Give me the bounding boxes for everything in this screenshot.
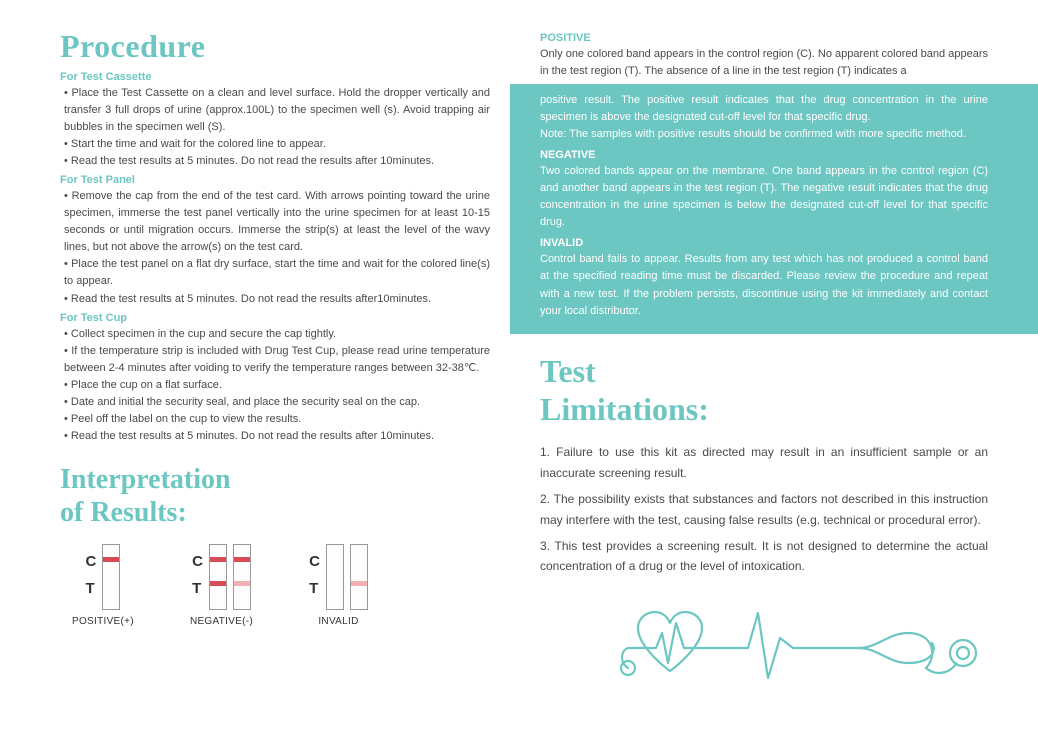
right-column: POSITIVE Only one colored band appears i… <box>510 0 1038 733</box>
pos-caption: POSITIVE(+) <box>72 616 134 627</box>
interp-title-l1: Interpretation <box>60 464 231 495</box>
c-label: C <box>192 553 203 570</box>
c-label: C <box>86 553 97 570</box>
negative-head: NEGATIVE <box>540 149 988 161</box>
band-c-icon <box>210 557 226 562</box>
band-t-icon <box>210 581 226 586</box>
limitations-title: Test Limitations: <box>540 352 988 429</box>
sec2-b2: Place the test panel on a flat dry surfa… <box>60 256 490 290</box>
band-t-faint-icon <box>234 581 250 586</box>
strip-positive-group: C T POSITIVE(+) <box>72 544 134 627</box>
sec3-b4: Date and initial the security seal, and … <box>60 394 490 411</box>
strip-invalid-group: C T INVALID <box>309 544 368 627</box>
sec3-b5: Peel off the label on the cup to view th… <box>60 411 490 428</box>
strip-invalid-2 <box>350 544 368 610</box>
positive-text-1: Only one colored band appears in the con… <box>540 46 988 80</box>
sec3-b6: Read the test results at 5 minutes. Do n… <box>60 428 490 445</box>
t-label: T <box>309 580 320 597</box>
sec3-head: For Test Cup <box>60 312 490 324</box>
left-column: Procedure For Test Cassette Place the Te… <box>0 0 510 733</box>
sec3-b2: If the temperature strip is included wit… <box>60 343 490 377</box>
strip-negative-2 <box>233 544 251 610</box>
sec2-b1: Remove the cap from the end of the test … <box>60 188 490 256</box>
sec2-head: For Test Panel <box>60 174 490 186</box>
sec3-b3: Place the cup on a flat surface. <box>60 377 490 394</box>
invalid-head: INVALID <box>540 237 988 249</box>
sec1-b2: Start the time and wait for the colored … <box>60 136 490 153</box>
neg-caption: NEGATIVE(-) <box>190 616 253 627</box>
lim-3: 3. This test provides a screening result… <box>540 536 988 577</box>
lim-2: 2. The possibility exists that substance… <box>540 489 988 530</box>
interp-title: Interpretation of Results: <box>60 463 490 530</box>
strip-invalid-1 <box>326 544 344 610</box>
procedure-title: Procedure <box>60 28 490 65</box>
band-c-icon <box>234 557 250 562</box>
t-label: T <box>86 580 97 597</box>
c-label: C <box>309 553 320 570</box>
band-c-icon <box>103 557 119 562</box>
positive-head: POSITIVE <box>540 32 988 44</box>
positive-note: Note: The samples with positive results … <box>540 126 988 143</box>
t-label: T <box>192 580 203 597</box>
lim-title-l1: Test <box>540 353 596 389</box>
heart-ekg-stethoscope-icon <box>608 593 988 703</box>
sec1-b1: Place the Test Cassette on a clean and l… <box>60 85 490 136</box>
negative-text: Two colored bands appear on the membrane… <box>540 163 988 231</box>
sec3-b1: Collect specimen in the cup and secure t… <box>60 326 490 343</box>
limitations-list: 1. Failure to use this kit as directed m… <box>540 442 988 576</box>
lim-1: 1. Failure to use this kit as directed m… <box>540 442 988 483</box>
lim-title-l2: Limitations: <box>540 391 709 427</box>
invalid-text: Control band fails to appear. Results fr… <box>540 251 988 319</box>
interp-title-l2: of Results: <box>60 497 187 528</box>
strip-diagram: C T POSITIVE(+) C T <box>72 544 490 627</box>
band-t-faint-icon <box>351 581 367 586</box>
strip-negative-group: C T NEGATIVE(-) <box>190 544 253 627</box>
inv-caption: INVALID <box>318 616 358 627</box>
page: Procedure For Test Cassette Place the Te… <box>0 0 1038 733</box>
sec2-b3: Read the test results at 5 minutes. Do n… <box>60 291 490 308</box>
strip-positive <box>102 544 120 610</box>
positive-text-2: positive result. The positive result ind… <box>540 92 988 126</box>
sec1-head: For Test Cassette <box>60 71 490 83</box>
strip-negative-1 <box>209 544 227 610</box>
teal-highlight-box: positive result. The positive result ind… <box>510 84 1038 334</box>
sec1-b3: Read the test results at 5 minutes. Do n… <box>60 153 490 170</box>
